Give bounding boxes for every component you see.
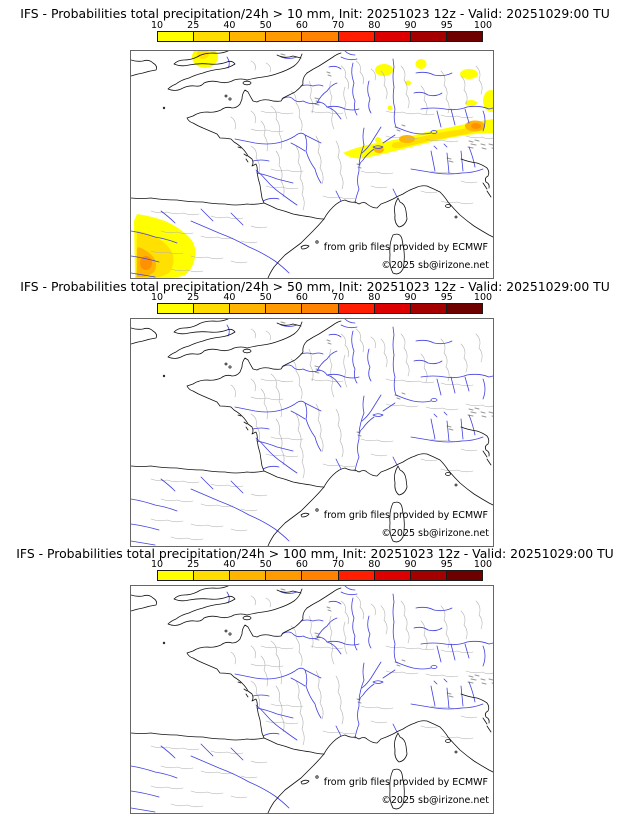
panel-title-10mm: IFS - Probabilities total precipitation/… (20, 6, 610, 21)
colorbar-segment (302, 32, 339, 41)
colorbar-segment (338, 571, 375, 580)
colorbar-tick-label: 70 (332, 20, 345, 31)
colorbar-segment (374, 571, 411, 580)
colorbar-tick-label: 40 (223, 559, 236, 570)
colorbar-ticks: 10 25 40 50 60 70 80 90 95 100 (151, 292, 492, 303)
colorbar-tick-label: 100 (473, 559, 493, 570)
colorbar-tick-label: 25 (187, 20, 200, 31)
colorbar-segment (338, 304, 375, 313)
colorbar-segment (446, 571, 482, 580)
colorbar-ticks: 10 25 40 50 60 70 80 90 95 100 (151, 20, 492, 31)
colorbar-tick-label: 95 (440, 20, 453, 31)
colorbar-tick-label: 50 (259, 559, 272, 570)
colorbar-segment (302, 571, 339, 580)
colorbar-tick-label: 60 (295, 20, 308, 31)
colorbar-tick-label: 40 (223, 292, 236, 303)
colorbar-tick-label: 40 (223, 20, 236, 31)
colorbar-segment (302, 304, 339, 313)
colorbar-tick-label: 95 (440, 559, 453, 570)
colorbar-segment (158, 571, 195, 580)
colorbar-segment (194, 304, 231, 313)
colorbar-segment (194, 571, 231, 580)
colorbar-tick-label: 25 (187, 559, 200, 570)
colorbar-ticks: 10 25 40 50 60 70 80 90 95 100 (151, 559, 492, 570)
attribution-ecmwf: from grib files provided by ECMWF (323, 510, 488, 521)
colorbar-segment (410, 32, 447, 41)
colorbar-tick-label: 90 (404, 559, 417, 570)
colorbar-segment (230, 32, 267, 41)
colorbar-segment (266, 304, 303, 313)
colorbar-tick-label: 95 (440, 292, 453, 303)
colorbar-segment (446, 32, 482, 41)
colorbar-tick-label: 70 (332, 559, 345, 570)
attribution-copyright: ©2025 sb@irizone.net (381, 260, 489, 271)
colorbar-tick-label: 100 (473, 20, 493, 31)
colorbar-tick-label: 90 (404, 292, 417, 303)
colorbar-segment (446, 304, 482, 313)
colorbar-segment (266, 32, 303, 41)
colorbar-tick-label: 60 (295, 559, 308, 570)
colorbar-segment (158, 304, 195, 313)
attribution-ecmwf: from grib files provided by ECMWF (323, 242, 488, 253)
colorbar-tick-label: 50 (259, 20, 272, 31)
colorbar-tick-label: 100 (473, 292, 493, 303)
colorbar-segment (158, 32, 195, 41)
colorbar-segment (230, 571, 267, 580)
colorbar-segment (266, 571, 303, 580)
colorbar-tick-label: 10 (150, 559, 164, 570)
panel-title-100mm: IFS - Probabilities total precipitation/… (16, 546, 614, 561)
colorbar-segment (410, 571, 447, 580)
colorbar-tick-label: 25 (187, 292, 200, 303)
colorbar-tick-label: 10 (150, 292, 164, 303)
map-50mm: from grib files provided by ECMWF ©2025 … (130, 318, 494, 547)
colorbar-tick-label: 90 (404, 20, 417, 31)
colorbar-segment (194, 32, 231, 41)
colorbar-tick-label: 80 (368, 559, 381, 570)
attribution-copyright: ©2025 sb@irizone.net (381, 528, 489, 539)
attribution-copyright: ©2025 sb@irizone.net (381, 795, 489, 806)
colorbar-tick-label: 60 (295, 292, 308, 303)
colorbar (157, 303, 483, 314)
map-10mm: from grib files provided by ECMWF ©2025 … (130, 50, 494, 279)
colorbar-tick-label: 70 (332, 292, 345, 303)
colorbar-tick-label: 80 (368, 20, 381, 31)
colorbar-tick-label: 50 (259, 292, 272, 303)
colorbar-segment (410, 304, 447, 313)
colorbar-segment (374, 304, 411, 313)
colorbar-segment (338, 32, 375, 41)
attribution-ecmwf: from grib files provided by ECMWF (323, 777, 488, 788)
colorbar-tick-label: 10 (150, 20, 164, 31)
panel-title-50mm: IFS - Probabilities total precipitation/… (20, 279, 610, 294)
colorbar-segment (230, 304, 267, 313)
colorbar (157, 31, 483, 42)
colorbar (157, 570, 483, 581)
map-100mm: from grib files provided by ECMWF ©2025 … (130, 585, 494, 814)
colorbar-segment (374, 32, 411, 41)
colorbar-tick-label: 80 (368, 292, 381, 303)
